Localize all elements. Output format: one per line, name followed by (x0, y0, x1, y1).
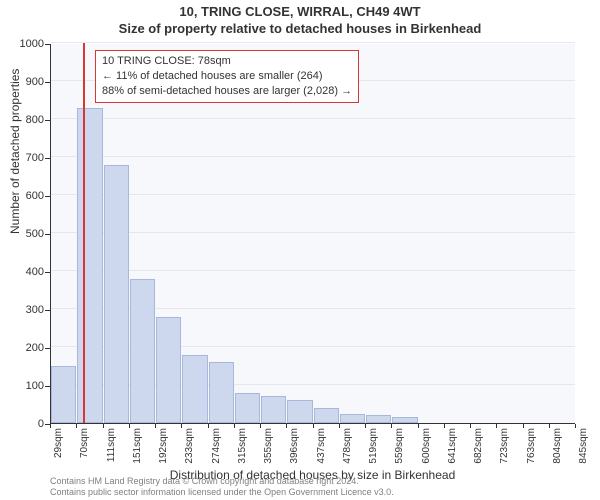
x-tick-mark (103, 424, 104, 428)
marker-info-box: 10 TRING CLOSE: 78sqm ← 11% of detached … (95, 50, 359, 103)
x-tick-label: 396sqm (289, 428, 300, 464)
x-tick-label: 29sqm (53, 428, 64, 458)
x-tick-mark (339, 424, 340, 428)
x-tick-label: 70sqm (79, 428, 90, 458)
histogram-bar (392, 417, 417, 423)
x-tick-mark (470, 424, 471, 428)
x-tick-label: 559sqm (394, 428, 405, 464)
x-tick-label: 845sqm (578, 428, 589, 464)
x-tick-mark (286, 424, 287, 428)
x-tick-label: 355sqm (263, 428, 274, 464)
info-line-2: ← 11% of detached houses are smaller (26… (102, 69, 352, 84)
x-tick-label: 111sqm (106, 428, 117, 462)
histogram-bar (104, 165, 129, 423)
footer-line-1: Contains HM Land Registry data © Crown c… (50, 476, 394, 487)
info-line-1: 10 TRING CLOSE: 78sqm (102, 54, 352, 69)
x-tick-mark (418, 424, 419, 428)
x-tick-mark (181, 424, 182, 428)
y-tick-label: 500 (26, 228, 44, 240)
x-tick-mark (523, 424, 524, 428)
info-line-3: 88% of semi-detached houses are larger (… (102, 84, 352, 99)
x-tick-label: 723sqm (499, 428, 510, 464)
y-tick-label: 1000 (20, 38, 44, 50)
histogram-bar (156, 317, 181, 423)
x-tick-label: 151sqm (132, 428, 143, 464)
title-line-1: 10, TRING CLOSE, WIRRAL, CH49 4WT (0, 4, 600, 19)
x-tick-mark (575, 424, 576, 428)
x-tick-mark (496, 424, 497, 428)
y-tick-label: 100 (26, 380, 44, 392)
grid-line (51, 42, 575, 43)
histogram-bar (366, 415, 391, 423)
grid-line (51, 118, 575, 119)
property-marker-line (83, 43, 85, 423)
y-axis: 01002003004005006007008009001000 (0, 44, 50, 424)
histogram-bar (130, 279, 155, 423)
y-tick-label: 900 (26, 76, 44, 88)
y-tick-label: 0 (38, 418, 44, 430)
x-tick-label: 192sqm (158, 428, 169, 464)
x-tick-mark (549, 424, 550, 428)
histogram-bar (235, 393, 260, 423)
y-tick-label: 800 (26, 114, 44, 126)
x-tick-label: 315sqm (237, 428, 248, 464)
x-tick-label: 641sqm (447, 428, 458, 464)
histogram-bar (209, 362, 234, 423)
histogram-bar (314, 408, 339, 423)
y-tick-label: 200 (26, 342, 44, 354)
x-tick-label: 437sqm (316, 428, 327, 464)
x-tick-label: 600sqm (421, 428, 432, 464)
x-tick-label: 763sqm (526, 428, 537, 464)
footer-attribution: Contains HM Land Registry data © Crown c… (50, 476, 394, 499)
y-tick-label: 700 (26, 152, 44, 164)
footer-line-2: Contains public sector information licen… (50, 487, 394, 498)
plot-area: 10 TRING CLOSE: 78sqm ← 11% of detached … (50, 44, 575, 424)
grid-line (51, 156, 575, 157)
x-tick-label: 804sqm (552, 428, 563, 464)
histogram-bar (51, 366, 76, 423)
grid-line (51, 194, 575, 195)
x-tick-label: 478sqm (342, 428, 353, 464)
histogram-bar (77, 108, 102, 423)
grid-line (51, 232, 575, 233)
x-tick-mark (444, 424, 445, 428)
x-tick-mark (391, 424, 392, 428)
x-tick-mark (50, 424, 51, 428)
chart-titles: 10, TRING CLOSE, WIRRAL, CH49 4WT Size o… (0, 0, 600, 36)
x-tick-mark (234, 424, 235, 428)
x-tick-mark (155, 424, 156, 428)
x-tick-label: 274sqm (211, 428, 222, 464)
histogram-bar (261, 396, 286, 423)
x-tick-mark (76, 424, 77, 428)
histogram-bar (182, 355, 207, 423)
histogram-bar (340, 414, 365, 424)
x-tick-mark (260, 424, 261, 428)
x-tick-label: 682sqm (473, 428, 484, 464)
x-tick-mark (208, 424, 209, 428)
title-line-2: Size of property relative to detached ho… (0, 21, 600, 36)
y-tick-label: 400 (26, 266, 44, 278)
x-tick-mark (313, 424, 314, 428)
histogram-bar (287, 400, 312, 423)
x-tick-mark (365, 424, 366, 428)
x-tick-mark (129, 424, 130, 428)
chart-area: 10 TRING CLOSE: 78sqm ← 11% of detached … (50, 44, 575, 424)
y-tick-label: 600 (26, 190, 44, 202)
x-tick-label: 519sqm (368, 428, 379, 464)
y-tick-label: 300 (26, 304, 44, 316)
x-tick-label: 233sqm (184, 428, 195, 464)
grid-line (51, 270, 575, 271)
